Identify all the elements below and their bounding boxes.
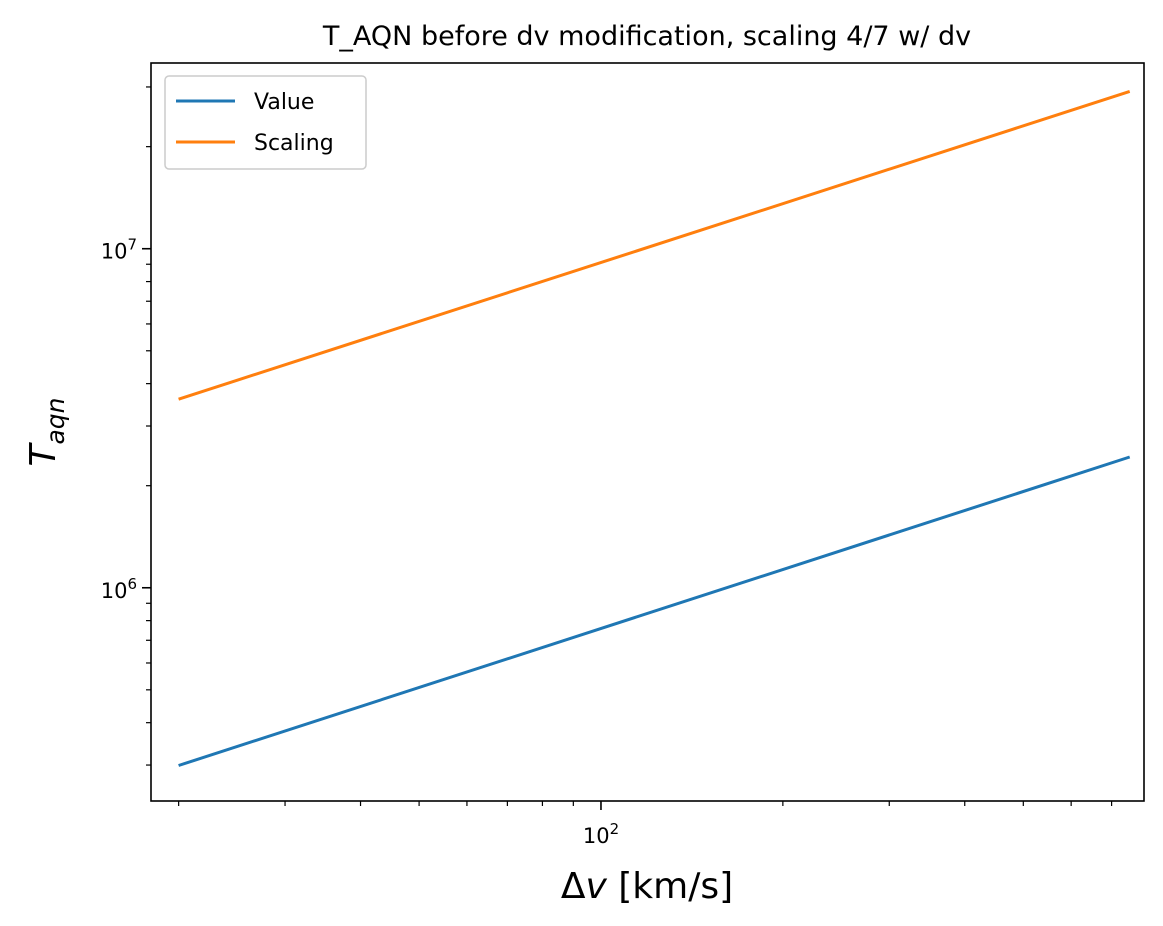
y-axis-label-sub: aqn [41,397,70,444]
series-line-scaling [178,89,1131,401]
x-tick-base: 10 [583,824,610,848]
y-tick-base: 10 [101,579,128,603]
lines-layer [178,89,1131,767]
legend-label-value: Value [254,90,314,115]
legend: Value Scaling [164,75,367,170]
y-tick-label: 106 [101,575,137,603]
x-tick-label: 102 [583,820,619,848]
legend-label-scaling: Scaling [254,131,334,156]
y-tick-exp: 6 [127,575,137,593]
y-tick-base: 10 [101,240,128,264]
plot-frame [150,62,1145,802]
x-tick-exp: 2 [610,820,620,838]
y-axis-label: Taqn [23,397,70,466]
series-line-value [178,455,1131,767]
chart-title: T_AQN before dv modification, scaling 4/… [322,21,971,52]
legend-box [164,75,367,170]
x-axis-label-var: v [585,866,607,907]
y-axis-label-base: T [23,442,64,467]
x-axis-label-unit: [km/s] [607,866,733,907]
x-axis-label: Δv [km/s] [561,866,733,907]
x-axis-label-delta: Δ [561,866,586,907]
y-tick-exp: 7 [127,236,137,254]
y-tick-label: 107 [101,236,137,264]
